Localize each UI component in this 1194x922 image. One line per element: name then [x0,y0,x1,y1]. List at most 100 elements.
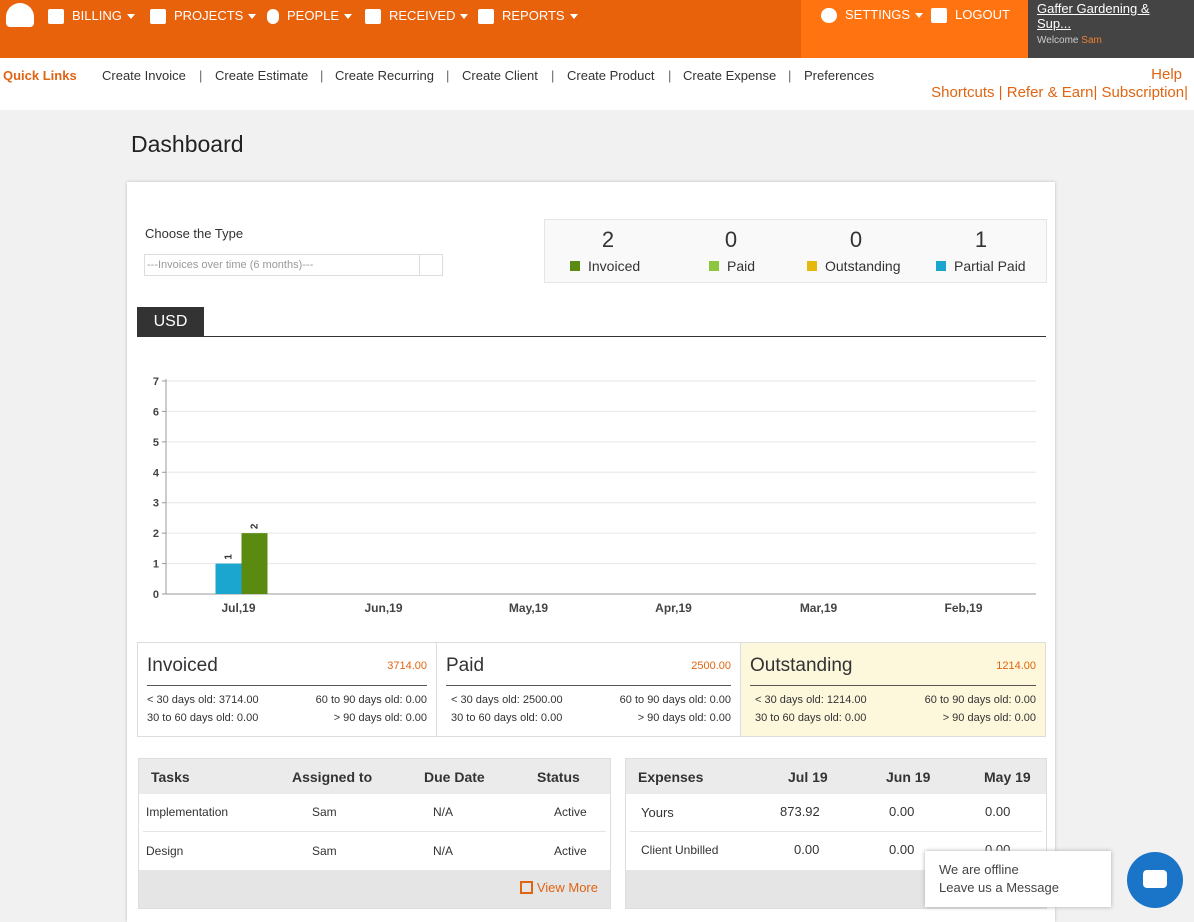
table-cell: 873.92 [780,804,820,819]
table-header: May 19 [984,769,1031,785]
logo[interactable] [6,3,34,27]
legend-swatch [709,261,719,271]
right-links: Shortcuts | Refer & Earn| Subscription| [931,84,1188,101]
table-cell: Implementation [146,805,229,819]
quick-links: Quick Links Create Invoice | Create Esti… [0,58,1194,110]
right-link[interactable]: Refer & Earn [1006,84,1094,101]
aging-label: 30 to 60 days old: [147,712,234,724]
y-tick-label: 0 [153,589,159,601]
chat-action: Leave us a Message [939,880,1059,895]
legend-swatch [570,261,580,271]
aging-title: Paid [446,655,485,676]
x-tick-label: May,19 [509,601,548,615]
aging-label: 60 to 90 days old: [619,694,707,706]
table-header: Jul 19 [788,769,828,785]
legend-swatch [807,261,817,271]
view-more-label: View More [536,880,598,895]
quick-link[interactable]: Create Product [567,68,655,83]
y-tick-label: 3 [153,498,159,510]
company-name[interactable]: Gaffer Gardening & Sup... [1037,1,1150,31]
bar [241,533,268,594]
quick-link[interactable]: Create Estimate [215,68,309,83]
chat-button[interactable] [1127,852,1183,908]
legend-item: Outstanding [807,258,901,274]
aging-box: Paid 2500.00 < 30 days old: 2500.00 60 to… [436,642,741,737]
aging-value: 0.00 [405,712,427,724]
right-link[interactable]: Subscription [1101,84,1185,101]
aging-label: < 30 days old: [147,694,216,706]
data-label: 1 [224,554,235,560]
legend-item: Invoiced [570,258,640,274]
help-link[interactable]: Help [1151,66,1182,83]
table-cell: 0.00 [985,804,1011,819]
table-cell: Active [554,844,587,858]
aging-label: > 90 days old: [637,712,707,724]
aging-label: 60 to 90 days old: [315,694,403,706]
nav-received[interactable]: RECEIVED [365,8,469,25]
y-tick-label: 5 [153,437,159,449]
y-tick-label: 4 [153,467,160,479]
table-cell: Sam [312,844,337,858]
aging-value: 0.00 [1014,694,1036,706]
table-cell: Active [554,805,587,819]
x-tick-label: Jun,19 [364,601,402,615]
table-header: Expenses [638,769,704,785]
quick-link[interactable]: Create Expense [683,68,777,83]
nav-settings[interactable]: SETTINGS [821,7,924,24]
x-tick-label: Feb,19 [944,601,982,615]
legend-label: Partial Paid [954,258,1026,274]
nav-logout[interactable]: LOGOUT [931,7,1010,24]
summary-count: 1 [974,227,988,252]
nav-billing[interactable]: BILLING [48,8,135,25]
aging-total: 2500.00 [691,660,731,672]
nav-label: SETTINGS [845,7,911,22]
quick-link[interactable]: Create Client [462,68,538,83]
table-header: Tasks [151,769,190,785]
aging-value: 0.00 [1014,712,1036,724]
quick-link[interactable]: Preferences [804,68,875,83]
user-name: Sam [1081,35,1102,46]
aging-label: 60 to 90 days old: [924,694,1012,706]
quick-link[interactable]: Create Recurring [335,68,434,83]
bar [215,563,242,594]
summary-count: 0 [849,227,863,252]
nav-reports[interactable]: REPORTS [478,8,578,25]
x-tick-label: Apr,19 [655,601,692,615]
y-tick-label: 7 [153,376,159,388]
aging-value: 3714.00 [218,694,259,706]
right-link[interactable]: Shortcuts [931,84,995,101]
type-label: Choose the Type [145,226,244,241]
legend-item: Paid [709,258,755,274]
nav-label: REPORTS [502,8,565,23]
nav-label: PROJECTS [174,8,244,23]
legend-label: Outstanding [825,258,901,274]
table-cell: 0.00 [889,842,915,857]
quick-link[interactable]: Create Invoice [102,68,186,83]
aging-value: 0.00 [709,712,731,724]
table-header: Jun 19 [886,769,931,785]
aging-value: 0.00 [540,712,563,724]
nav-projects[interactable]: PROJECTS [150,8,257,25]
chat-status: We are offline [939,862,1019,877]
y-tick-label: 6 [153,406,159,418]
welcome-text: Welcome [1037,35,1079,46]
welcome: Welcome Sam [1037,35,1102,46]
top-nav: BILLING PROJECTS PEOPLE RECEIVED REPORTS… [0,0,1194,58]
type-selected: ---Invoices over time (6 months)--- [147,259,314,271]
nav-label: RECEIVED [389,8,456,23]
chat-bubble[interactable]: We are offline Leave us a Message [925,851,1111,907]
nav-people[interactable]: PEOPLE [267,8,353,25]
aging-value: 0.00 [236,712,259,724]
aging-label: < 30 days old: [755,694,824,706]
tasks-table: Tasks Assigned to Due Date Status Implem… [138,758,611,909]
y-tick-label: 2 [153,528,159,540]
nav-right: SETTINGS LOGOUT [801,0,1028,58]
table-cell: Sam [312,805,337,819]
page-title: Dashboard [131,131,244,157]
type-select[interactable]: ---Invoices over time (6 months)--- [144,254,443,276]
currency-tab[interactable]: USD [137,307,204,336]
view-more[interactable]: View More [519,880,598,895]
legend-label: Paid [727,258,756,274]
table-header: Assigned to [292,769,373,785]
